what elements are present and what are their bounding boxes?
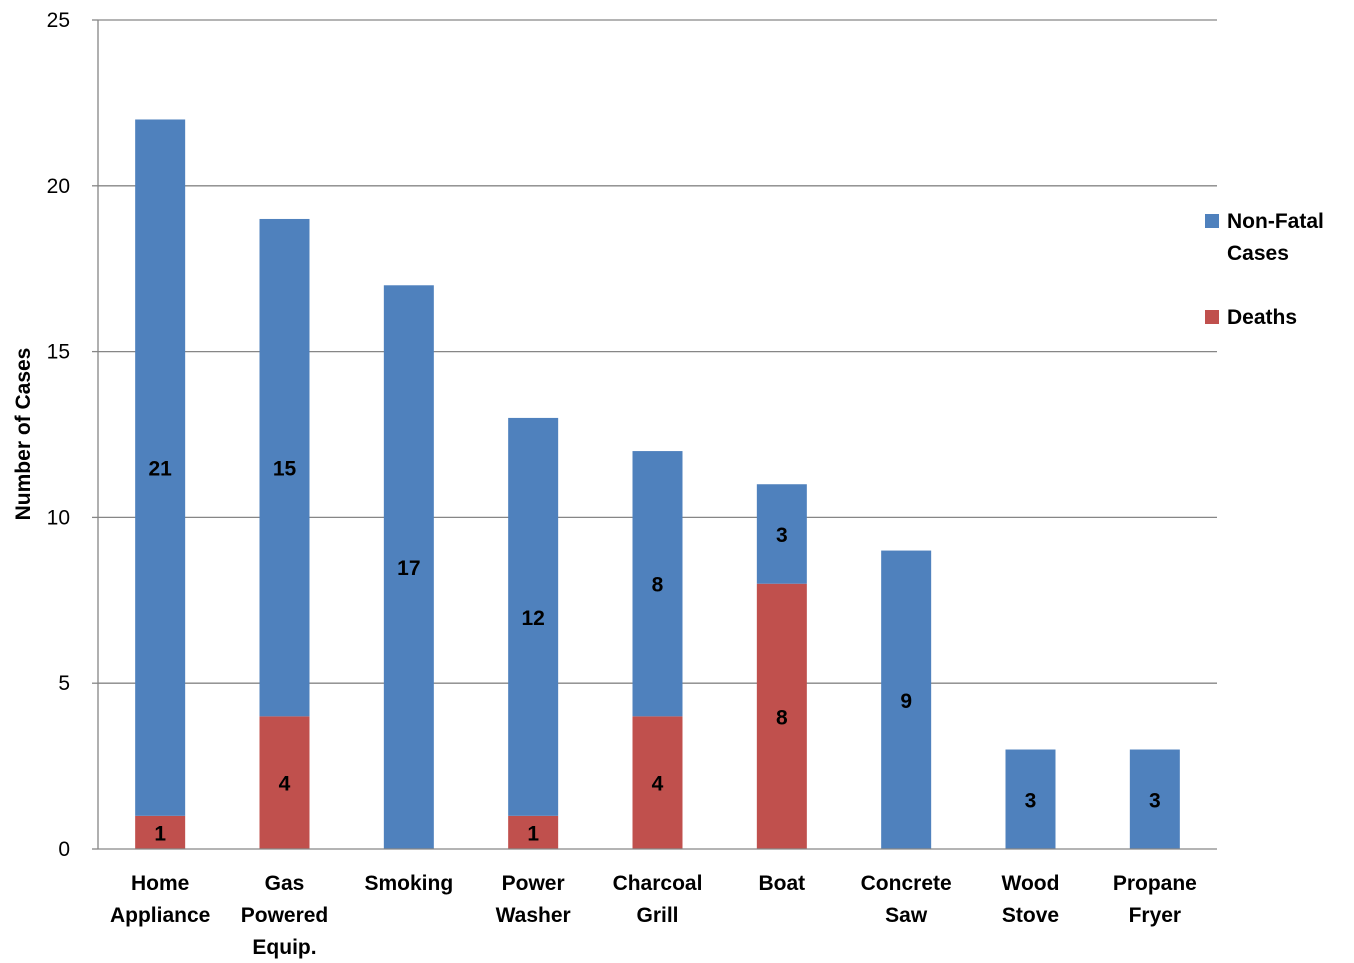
data-label: 1: [527, 822, 539, 845]
data-label: 1: [154, 822, 166, 845]
data-label: 17: [397, 557, 420, 580]
legend: Non-Fatal Cases Deaths: [1205, 210, 1324, 329]
legend-swatch: [1205, 214, 1219, 228]
axes: [92, 19, 1217, 850]
x-category-label: Home Appliance: [110, 872, 210, 927]
bar-segment-deaths: [259, 716, 310, 849]
bar-segment-non-fatal: [259, 218, 310, 717]
data-label: 12: [521, 607, 544, 630]
x-category-label: Power Washer: [496, 872, 571, 927]
bar-segment-non-fatal: [881, 550, 932, 849]
x-category-label: Wood Stove: [1002, 872, 1060, 927]
bar-segment-non-fatal: [383, 285, 434, 849]
bars: [135, 119, 1180, 849]
bar-segment-non-fatal: [1129, 749, 1180, 849]
y-axis-label: Number of Cases: [12, 348, 35, 521]
bar-segment-non-fatal: [508, 417, 559, 816]
data-label: 21: [148, 458, 172, 481]
data-label: 8: [652, 574, 664, 597]
bar-segment-non-fatal: [632, 451, 683, 717]
data-label: 9: [900, 690, 912, 713]
y-axis-tick-labels: 0 5 10 15 20 25: [47, 9, 70, 861]
x-category-label: Gas Powered Equip.: [241, 872, 329, 959]
legend-swatch: [1205, 310, 1219, 324]
y-tick-label: 15: [47, 341, 70, 364]
data-label: 15: [273, 458, 297, 481]
data-label: 4: [652, 773, 664, 796]
bar-segment-deaths: [508, 815, 559, 849]
x-category-label: Concrete Saw: [861, 872, 952, 927]
x-category-label: Boat: [758, 872, 805, 895]
bar-segment-non-fatal: [135, 119, 186, 816]
bar-segment-non-fatal: [756, 484, 807, 584]
data-label: 8: [776, 706, 788, 729]
x-category-label: Smoking: [364, 872, 453, 895]
data-label: 3: [1149, 789, 1161, 812]
bar-segment-deaths: [135, 815, 186, 849]
y-tick-label: 25: [47, 9, 70, 32]
data-labels: 1 21 4 15 17 1 12 4 8 8 3 9 3 3: [148, 458, 1160, 846]
y-tick-label: 20: [47, 175, 70, 198]
data-label: 3: [776, 524, 788, 547]
bar-segment-non-fatal: [1005, 749, 1056, 849]
y-tick-label: 10: [47, 506, 70, 529]
x-category-label: Charcoal Grill: [613, 872, 703, 927]
x-axis-category-labels: Home Appliance Gas Powered Equip. Smoking Powe…: [110, 872, 1197, 959]
y-tick-label: 0: [58, 838, 70, 861]
bar-segment-deaths: [632, 716, 683, 849]
data-label: 4: [279, 773, 291, 796]
data-label: 3: [1025, 789, 1037, 812]
y-tick-label: 5: [58, 672, 70, 695]
legend-label: Deaths: [1227, 306, 1297, 329]
legend-label: Non-Fatal Cases: [1227, 210, 1324, 265]
x-category-label: Propane Fryer: [1113, 872, 1197, 927]
bar-segment-deaths: [756, 583, 807, 849]
